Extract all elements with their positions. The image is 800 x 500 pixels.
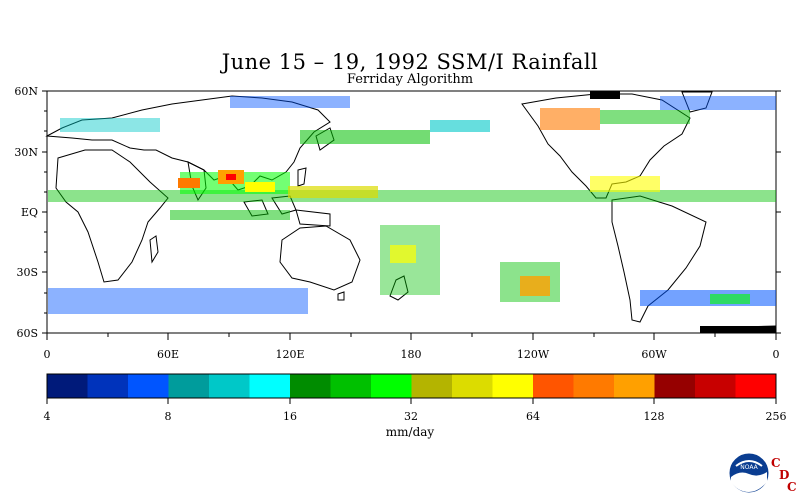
colorbar-label-32: 32: [404, 410, 418, 423]
colorbar-swatch: [614, 374, 655, 398]
lat-label-eq: EQ: [21, 206, 38, 219]
lon-ticks: [46, 333, 777, 340]
colorbar-swatch: [47, 374, 88, 398]
land-mask-antarctica: [700, 326, 776, 333]
cdc-letter-c1: C: [771, 456, 781, 470]
lon-label-60w: 60W: [641, 348, 667, 361]
lon-label-180: 180: [401, 348, 422, 361]
colorbar-ticks: [46, 398, 777, 404]
colorbar-swatch: [411, 374, 453, 398]
colorbar-swatch: [452, 374, 493, 398]
lon-label-60e: 60E: [157, 348, 179, 361]
colorbar-swatch: [695, 374, 736, 398]
colorbar-swatch: [87, 374, 129, 398]
lat-label-60s: 60S: [16, 327, 38, 340]
lon-label-120w: 120W: [517, 348, 550, 361]
lat-label-60n: 60N: [14, 85, 38, 98]
colorbar: [47, 374, 777, 398]
colorbar-swatch: [735, 374, 777, 398]
colorbar-swatch: [209, 374, 250, 398]
colorbar-swatch: [290, 374, 331, 398]
map-title: June 15 – 19, 1992 SSM/I Rainfall: [221, 50, 599, 74]
colorbar-swatch: [128, 374, 169, 398]
colorbar-swatch: [371, 374, 412, 398]
colorbar-swatch: [654, 374, 696, 398]
noaa-logo-icon: NOAA: [728, 452, 770, 494]
colorbar-label-4: 4: [44, 410, 51, 423]
lat-label-30s: 30S: [16, 266, 38, 279]
colorbar-label-64: 64: [526, 410, 540, 423]
lon-label-0: 0: [44, 348, 51, 361]
colorbar-swatch: [492, 374, 534, 398]
lon-label-0-east: 0: [773, 348, 780, 361]
colorbar-label-128: 128: [644, 410, 665, 423]
lat-ticks: [42, 90, 781, 334]
colorbar-label-8: 8: [165, 410, 172, 423]
land-mask-canada: [590, 91, 620, 99]
lon-label-120e: 120E: [275, 348, 304, 361]
colorbar-label-256: 256: [766, 410, 787, 423]
lat-label-30n: 30N: [14, 146, 38, 159]
colorbar-swatch: [533, 374, 574, 398]
colorbar-swatch: [249, 374, 291, 398]
colorbar-label-16: 16: [283, 410, 297, 423]
colorbar-swatch: [168, 374, 210, 398]
cdc-letter-c2: C: [787, 480, 797, 494]
colorbar-swatch: [330, 374, 372, 398]
rainfall-field: [48, 96, 776, 314]
colorbar-units: mm/day: [385, 425, 435, 439]
colorbar-swatch: [573, 374, 615, 398]
cdc-letter-d: D: [779, 468, 790, 482]
noaa-logo-text: NOAA: [740, 464, 758, 471]
map-subtitle: Ferriday Algorithm: [346, 72, 474, 87]
